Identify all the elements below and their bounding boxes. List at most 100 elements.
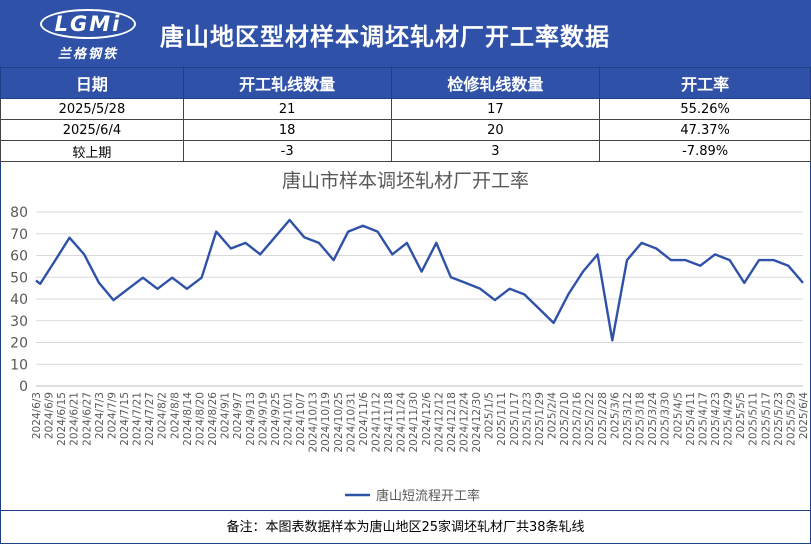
report-header: LGMi 兰格钢铁 唐山地区型材样本调坯轧材厂开工率数据 [0,0,811,67]
table-cell: 21 [182,98,392,120]
table-row: 2025/5/28 21 17 55.26% [0,98,811,120]
table-cell: 2025/5/28 [0,98,184,120]
table-cell: 2025/6/4 [0,119,184,141]
logo-text: LGMi [54,12,122,36]
x-tick-label: 2024/10/1 [282,392,294,446]
page-title: 唐山地区型材样本调坯轧材厂开工率数据 [160,23,610,51]
x-tick-label: 2024/6/9 [44,392,56,439]
x-tick-label: 2024/9/13 [245,392,257,446]
x-tick-label: 2025/2/16 [572,392,584,446]
y-tick-label: 10 [10,357,28,373]
x-tick-label: 2024/10/31 [345,392,357,453]
x-tick-label: 2025/5/11 [748,392,760,446]
y-tick-label: 30 [10,314,28,330]
x-tick-label: 2025/1/17 [509,392,521,446]
x-tick-label: 2024/8/8 [169,392,181,439]
x-tick-label: 2025/5/17 [760,392,772,446]
chart-area: 唐山市样本调坯轧材厂开工率 0 10 20 30 40 50 60 70 80 2024/6/3 2… [0,162,811,510]
x-tick-label: 2024/7/15 [119,392,131,446]
x-tick-label: 2024/11/12 [370,392,382,453]
x-tick-label: 2025/4/11 [685,392,697,446]
y-tick-label: 50 [10,270,28,286]
x-tick-label: 2024/8/26 [207,392,219,446]
table-cell: 3 [390,140,601,162]
x-tick-label: 2024/7/9 [106,392,118,439]
x-tick-label: 2025/2/28 [597,392,609,446]
x-tick-label: 2024/7/27 [144,392,156,446]
x-tick-label: 2025/5/29 [785,392,797,446]
logo-subtitle: 兰格钢铁 [57,47,118,62]
x-tick-label: 2025/2/4 [547,392,559,439]
table-row: 2025/6/4 18 20 47.37% [0,119,811,141]
x-tick-label: 2025/1/23 [521,392,533,446]
table-row: 较上期 -3 3 -7.89% [0,140,811,162]
x-tick-label: 2025/3/24 [647,392,659,446]
column-header-maintenance-lines: 检修轧线数量 [390,67,601,99]
x-tick-label: 2024/11/18 [383,392,395,453]
table-cell: 55.26% [599,98,811,120]
column-header-running-lines: 开工轧线数量 [182,67,392,99]
x-tick-label: 2024/6/15 [56,392,68,446]
x-tick-label: 2024/8/2 [157,392,169,439]
x-tick-label: 2024/11/30 [408,392,420,453]
column-header-utilization: 开工率 [599,67,811,99]
x-tick-label: 2025/1/29 [534,392,546,446]
x-tick-label: 2024/8/20 [194,392,206,446]
x-tick-label: 2025/1/11 [496,392,508,446]
x-tick-label: 2024/6/27 [81,392,93,446]
y-tick-label: 80 [10,205,28,221]
table-cell: 47.37% [599,119,811,141]
x-tick-label: 2024/9/25 [270,392,282,446]
x-tick-label: 2024/10/19 [320,392,332,453]
x-tick-label: 2025/6/4 [798,392,810,439]
utilization-table: 日期 开工轧线数量 检修轧线数量 开工率 2025/5/28 21 17 55.… [0,67,811,162]
x-tick-label: 2025/3/12 [622,392,634,446]
x-tick-label: 2024/12/24 [459,392,471,453]
y-tick-label: 0 [19,379,28,395]
table-cell: -3 [182,140,392,162]
x-tick-label: 2025/4/17 [697,392,709,446]
table-cell: 18 [182,119,392,141]
x-tick-label: 2025/1/5 [484,392,496,439]
x-tick-label: 2025/3/6 [609,392,621,439]
x-tick-label: 2024/10/25 [333,392,345,453]
x-tick-label: 2025/4/29 [723,392,735,446]
table-header-row: 日期 开工轧线数量 检修轧线数量 开工率 [0,67,811,99]
legend-label: 唐山短流程开工率 [376,488,480,504]
x-tick-label: 2024/11/24 [396,392,408,453]
x-tick-label: 2024/12/12 [433,392,445,453]
y-tick-label: 60 [10,249,28,265]
footnote: 备注：本图表数据样本为唐山地区25家调坯轧材厂共38条轧线 [0,510,811,544]
x-tick-label: 2025/4/23 [710,392,722,446]
series-line [35,218,804,342]
x-tick-label: 2024/9/19 [257,392,269,446]
table-cell: 较上期 [0,140,184,162]
x-tick-label: 2024/10/7 [295,392,307,446]
x-tick-label: 2025/2/10 [559,392,571,446]
brand-logo: LGMi 兰格钢铁 [40,9,136,62]
table-cell: 17 [390,98,601,120]
x-tick-label: 2025/5/23 [773,392,785,446]
table-cell: 20 [390,119,601,141]
x-tick-label: 2024/11/6 [358,392,370,446]
x-tick-label: 2024/7/3 [94,392,106,439]
column-header-date: 日期 [0,67,184,99]
x-tick-label: 2024/7/21 [132,392,144,446]
x-tick-label: 2024/12/18 [446,392,458,453]
x-tick-label: 2025/3/30 [660,392,672,446]
x-tick-label: 2025/3/18 [635,392,647,446]
x-tick-label: 2025/2/22 [584,392,596,446]
x-tick-label: 2024/10/13 [308,392,320,453]
chart-title: 唐山市样本调坯轧材厂开工率 [281,170,529,192]
x-tick-label: 2024/6/3 [31,392,43,439]
logo-ring-icon [40,9,136,39]
y-tick-label: 20 [10,336,28,352]
x-tick-label: 2024/12/6 [421,392,433,446]
x-tick-label: 2024/8/14 [182,392,194,446]
x-tick-label: 2024/6/21 [69,392,81,446]
y-tick-label: 40 [10,292,28,308]
x-tick-label: 2025/5/5 [735,392,747,439]
x-tick-label: 2024/12/30 [471,392,483,453]
x-tick-label: 2025/4/5 [672,392,684,439]
